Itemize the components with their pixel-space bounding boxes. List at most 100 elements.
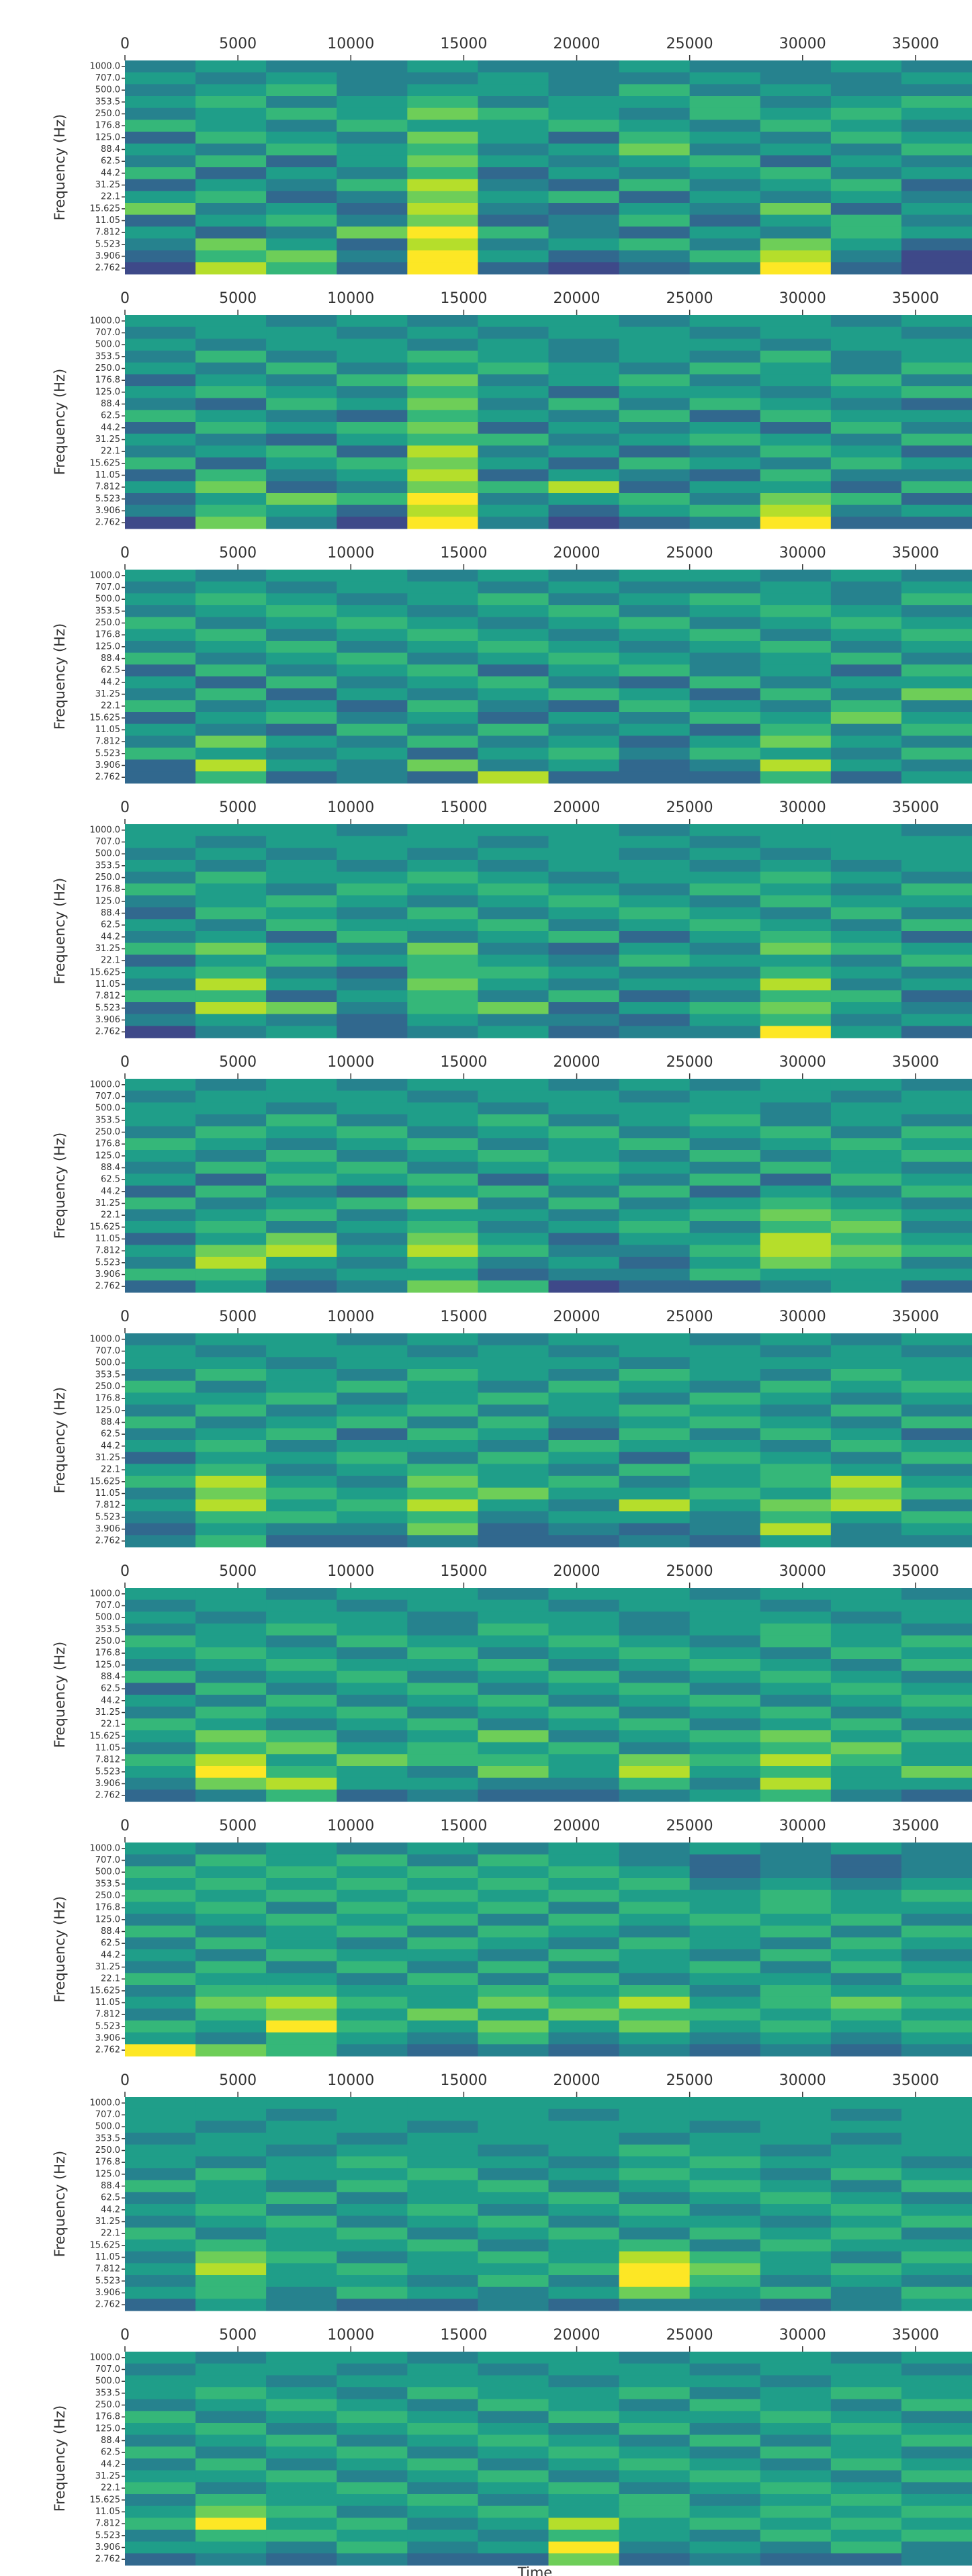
heat-cell xyxy=(548,1996,620,2009)
heat-cell xyxy=(266,1985,337,1998)
heat-cell xyxy=(548,1380,620,1393)
heat-cell xyxy=(266,824,337,837)
heat-cell xyxy=(548,1961,620,1973)
heat-cell xyxy=(407,1221,478,1234)
heat-cell xyxy=(830,967,902,979)
heat-cell xyxy=(337,179,408,191)
heat-cell xyxy=(125,1416,196,1429)
heat-cell xyxy=(689,1197,761,1210)
heat-cell xyxy=(548,339,620,351)
heat-cell xyxy=(760,1357,832,1370)
heat-cell xyxy=(407,2541,478,2554)
heat-cell xyxy=(619,2446,691,2459)
heat-cell xyxy=(125,919,196,932)
heat-cell xyxy=(689,1014,761,1026)
heat-cell xyxy=(760,351,832,363)
heat-cell xyxy=(266,2168,337,2181)
heat-cell xyxy=(689,262,761,275)
heat-cell xyxy=(407,907,478,920)
panel: 0 5000 10000 15000 20000 25000 30000 350001000.… xyxy=(52,36,972,275)
heat-cell xyxy=(830,2215,902,2228)
heat-cell xyxy=(195,433,267,446)
heat-cell xyxy=(266,469,337,482)
heat-cell xyxy=(125,1280,196,1293)
heat-cell xyxy=(337,250,408,263)
heat-cell xyxy=(689,398,761,410)
heat-cell xyxy=(337,1766,408,1779)
heat-cell xyxy=(125,1197,196,1210)
heat-cell xyxy=(830,1333,902,1346)
y-tick-label: 44.2 xyxy=(101,677,120,687)
heat-cell xyxy=(337,351,408,363)
heat-cell xyxy=(407,2518,478,2530)
heat-cell xyxy=(689,315,761,328)
y-tick-label: 22.1 xyxy=(101,1210,120,1220)
x-tick-label: 25000 xyxy=(666,2327,713,2344)
heat-cell xyxy=(619,1985,691,1998)
heat-cell xyxy=(760,362,832,375)
heat-cell xyxy=(760,1416,832,1429)
x-tick-label: 20000 xyxy=(554,1563,601,1580)
heat-cell xyxy=(125,688,196,701)
heat-cell xyxy=(125,2180,196,2192)
heat-cell xyxy=(830,2434,902,2447)
heat-cell xyxy=(478,771,549,784)
heat-cell xyxy=(689,1369,761,1382)
heat-cell xyxy=(478,1599,549,1612)
heat-cell xyxy=(619,2204,691,2217)
heat-cell xyxy=(195,2133,267,2145)
heat-cell xyxy=(760,1026,832,1038)
y-tick-label: 1000.0 xyxy=(90,825,121,835)
heat-cell xyxy=(619,1647,691,1660)
heat-cell xyxy=(125,2363,196,2376)
heat-cell xyxy=(619,605,691,618)
heat-cell xyxy=(619,895,691,908)
heat-cell xyxy=(619,262,691,275)
heat-cell xyxy=(337,2411,408,2424)
heat-cell xyxy=(337,262,408,275)
heat-cell xyxy=(830,2458,902,2471)
heat-cell xyxy=(830,1197,902,1210)
heat-cell xyxy=(337,1866,408,1879)
heat-cell xyxy=(619,1079,691,1092)
heat-cell xyxy=(407,1718,478,1731)
heat-cell xyxy=(689,1789,761,1802)
heat-cell xyxy=(266,362,337,375)
heat-cell xyxy=(407,2263,478,2276)
heat-cell xyxy=(689,410,761,423)
heat-cell xyxy=(760,990,832,1003)
heat-cell xyxy=(195,481,267,494)
heat-cell xyxy=(830,2411,902,2424)
heat-cell xyxy=(619,978,691,991)
heat-cell xyxy=(125,1842,196,1855)
heat-cell xyxy=(901,723,972,736)
heat-cell xyxy=(125,712,196,725)
heat-cell xyxy=(901,617,972,629)
heat-cell xyxy=(478,1357,549,1370)
heat-cell xyxy=(830,2446,902,2459)
heat-cell xyxy=(337,652,408,665)
heat-cell xyxy=(548,2553,620,2566)
heat-cell xyxy=(478,2411,549,2424)
heat-cell xyxy=(901,1333,972,1346)
heat-cell xyxy=(760,1611,832,1624)
heat-cell xyxy=(125,1706,196,1719)
heat-cell xyxy=(619,1126,691,1139)
heat-cell xyxy=(830,493,902,506)
heat-cell xyxy=(478,1014,549,1026)
heat-cell xyxy=(901,1150,972,1163)
heat-cell xyxy=(689,664,761,677)
heat-cell xyxy=(760,1706,832,1719)
x-axis-label: Time xyxy=(517,2565,552,2576)
heat-cell xyxy=(478,1126,549,1139)
y-tick-label: 1000.0 xyxy=(90,316,121,326)
heat-cell xyxy=(901,1914,972,1926)
heat-cell xyxy=(760,517,832,529)
heat-cell xyxy=(195,457,267,470)
heat-cell xyxy=(125,954,196,967)
heat-cell xyxy=(337,1599,408,1612)
heat-cell xyxy=(337,398,408,410)
heat-cell xyxy=(266,1789,337,1802)
heat-cell xyxy=(830,2299,902,2311)
heat-cell xyxy=(548,422,620,435)
